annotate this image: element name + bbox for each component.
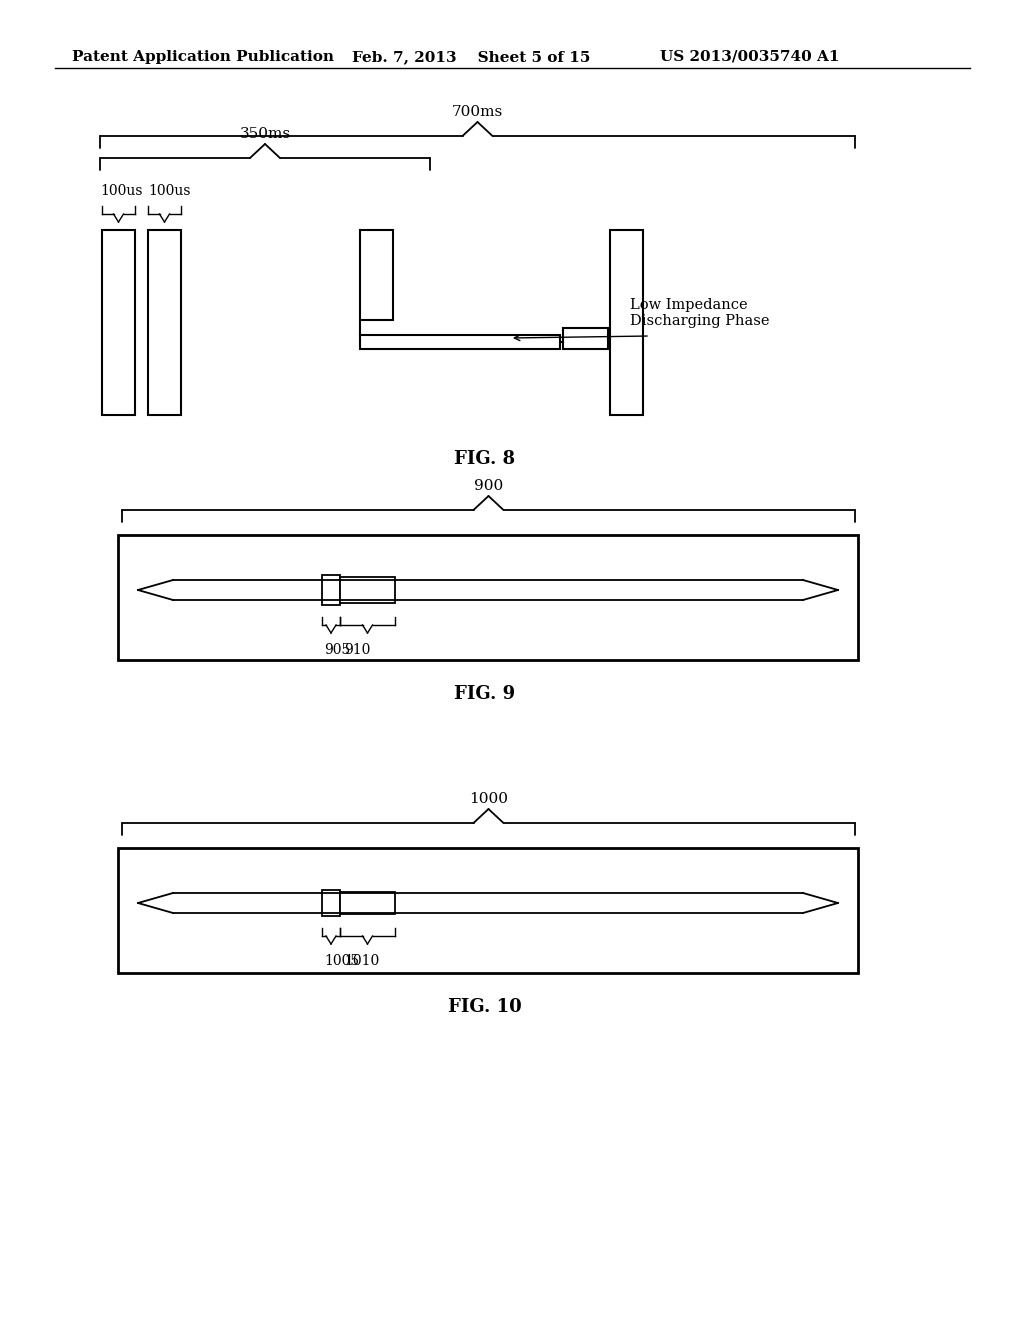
Text: Low Impedance
Discharging Phase: Low Impedance Discharging Phase bbox=[630, 298, 769, 329]
Text: 100us: 100us bbox=[148, 183, 190, 198]
Text: Patent Application Publication: Patent Application Publication bbox=[72, 50, 334, 63]
Text: 900: 900 bbox=[474, 479, 503, 492]
Text: 1010: 1010 bbox=[344, 954, 379, 968]
Text: Feb. 7, 2013    Sheet 5 of 15: Feb. 7, 2013 Sheet 5 of 15 bbox=[352, 50, 591, 63]
Bar bbox=[322, 576, 340, 605]
Text: US 2013/0035740 A1: US 2013/0035740 A1 bbox=[660, 50, 840, 63]
Bar bbox=[118, 847, 858, 973]
Text: 700ms: 700ms bbox=[452, 106, 503, 119]
Bar bbox=[102, 230, 135, 414]
Text: FIG. 10: FIG. 10 bbox=[449, 998, 522, 1016]
Bar bbox=[360, 335, 560, 348]
Bar bbox=[340, 892, 395, 913]
Bar bbox=[322, 890, 340, 916]
Text: 100us: 100us bbox=[100, 183, 142, 198]
Bar bbox=[340, 577, 395, 603]
Text: FIG. 9: FIG. 9 bbox=[455, 685, 515, 704]
Bar bbox=[360, 230, 393, 319]
Text: 1000: 1000 bbox=[469, 792, 508, 807]
Bar bbox=[563, 327, 608, 348]
Text: 1005: 1005 bbox=[324, 954, 359, 968]
Bar bbox=[148, 230, 181, 414]
Bar bbox=[610, 230, 643, 414]
Bar bbox=[118, 535, 858, 660]
Text: 350ms: 350ms bbox=[240, 127, 291, 141]
Text: 905: 905 bbox=[324, 643, 350, 657]
Text: 910: 910 bbox=[344, 643, 371, 657]
Text: FIG. 8: FIG. 8 bbox=[455, 450, 515, 469]
